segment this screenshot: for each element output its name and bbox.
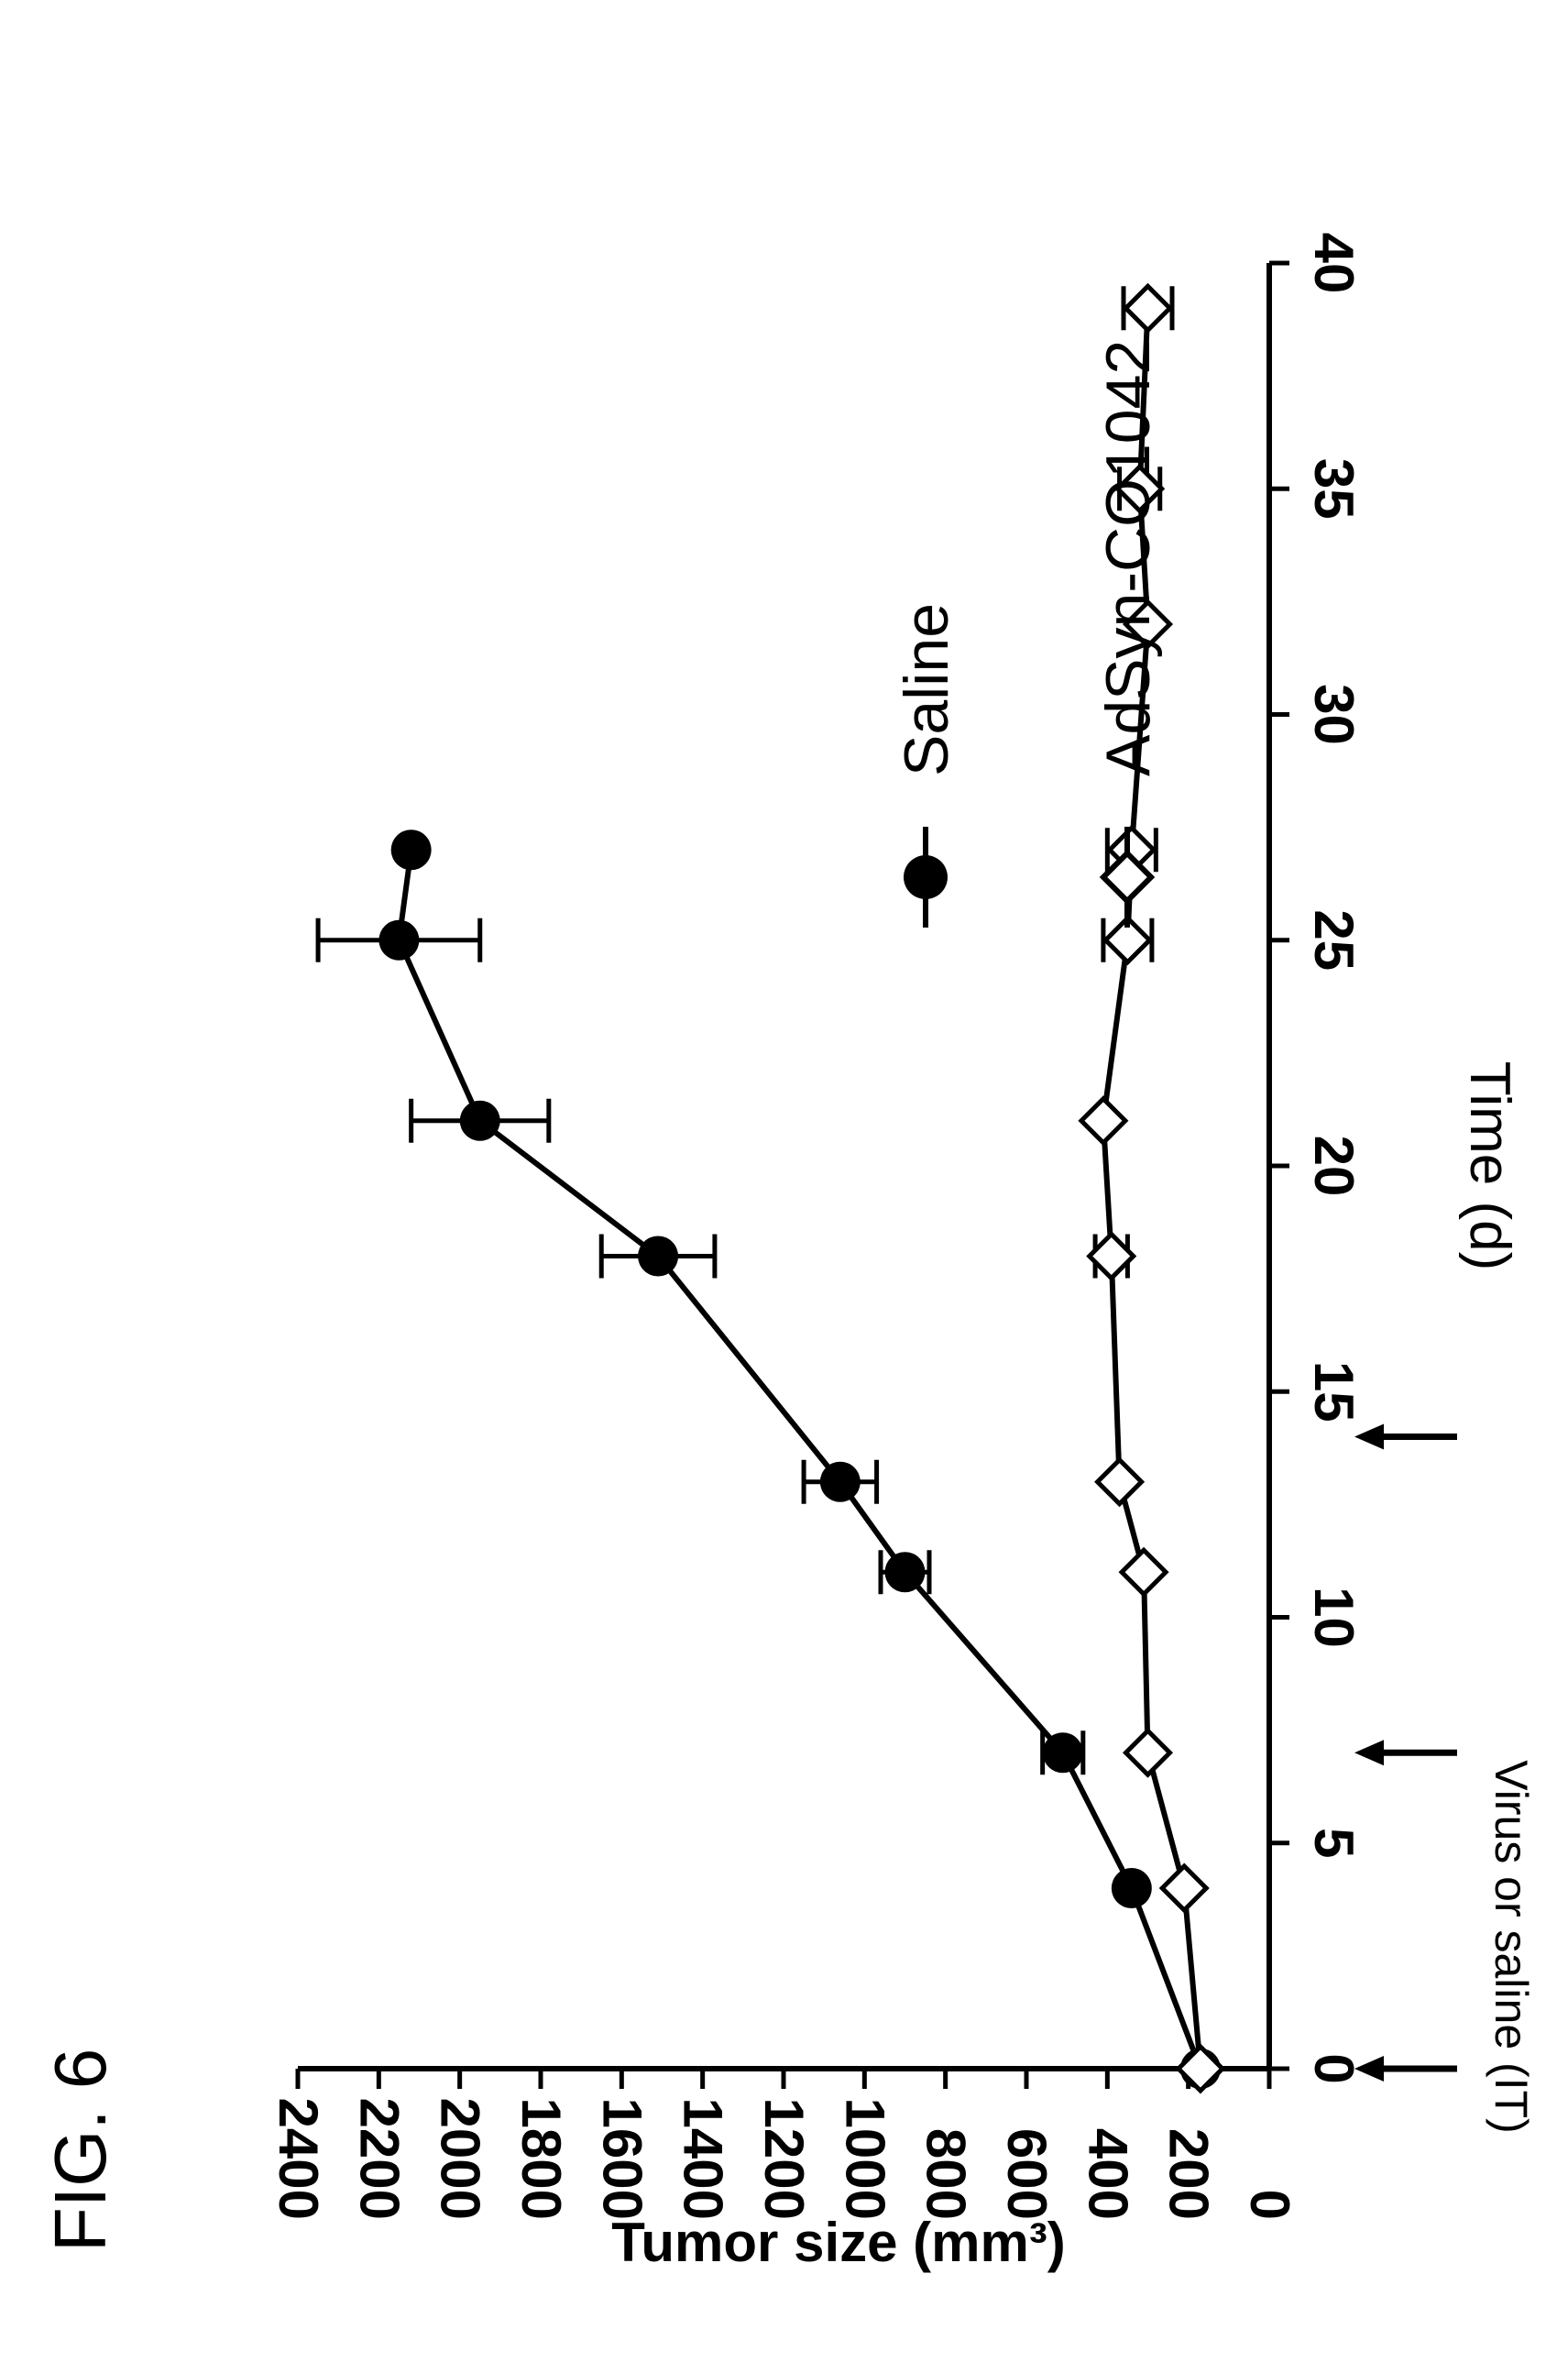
- dose-arrowhead: [1354, 1423, 1384, 1450]
- x-tick-label: 20: [1303, 1136, 1365, 1197]
- data-point: [1158, 1862, 1210, 1914]
- y-tick-label: 200: [1158, 2128, 1220, 2220]
- series-saline: [315, 829, 1221, 2089]
- y-tick-label: 2400: [268, 2098, 329, 2220]
- x-tick-label: 25: [1303, 909, 1365, 971]
- data-point: [1122, 1727, 1174, 1778]
- y-tick-label: 1000: [834, 2098, 895, 2220]
- legend: Saline AdSyn-CO1042: [892, 340, 1163, 928]
- data-point: [459, 1100, 500, 1141]
- data-point: [1042, 1732, 1083, 1774]
- data-point: [1122, 282, 1174, 334]
- y-tick-label: 2000: [430, 2098, 491, 2220]
- series-adsyn-co1042: [1078, 282, 1226, 2094]
- data-point: [1102, 915, 1153, 966]
- data-point: [1114, 463, 1166, 514]
- legend-label: AdSyn-CO1042: [1093, 340, 1163, 776]
- x-tick-label: 30: [1303, 684, 1365, 745]
- dosing-annotation: Virus or saline (IT): [1486, 1760, 1537, 2134]
- series-line: [396, 849, 1203, 2071]
- legend-label: Saline: [892, 603, 961, 776]
- y-tick-label: 2200: [348, 2098, 410, 2220]
- y-tick-label: 0: [1239, 2190, 1300, 2220]
- data-point: [1122, 599, 1174, 650]
- x-tick-label: 10: [1303, 1587, 1365, 1648]
- legend-item: AdSyn-CO1042: [1093, 340, 1163, 928]
- y-tick-label: 1400: [673, 2098, 734, 2220]
- y-axis-title: Tumor size (mm³): [611, 2212, 1066, 2273]
- x-tick-label: 40: [1303, 233, 1365, 294]
- data-point: [1111, 1868, 1152, 1908]
- data-point: [390, 829, 432, 871]
- y-tick-label: 400: [1077, 2128, 1138, 2220]
- data-point: [884, 1552, 926, 1593]
- dose-arrowhead: [1354, 1740, 1384, 1766]
- x-tick-label: 5: [1303, 1828, 1365, 1858]
- data-point: [1118, 1546, 1169, 1598]
- y-tick-label: 1200: [753, 2098, 815, 2220]
- x-tick-label: 35: [1303, 458, 1365, 520]
- dose-arrowhead: [1354, 2056, 1384, 2082]
- legend-marker: [1099, 849, 1156, 906]
- data-point: [638, 1236, 679, 1277]
- figure-label: FIG. 6: [39, 2049, 121, 2252]
- data-point: [819, 1461, 861, 1502]
- data-point: [1094, 1456, 1146, 1508]
- ticks-group: 0510152025303540020040060080010001200140…: [268, 233, 1365, 2220]
- y-tick-label: 600: [996, 2128, 1058, 2220]
- legend-item: Saline: [892, 603, 961, 928]
- x-axis-title: Time (d): [1458, 1061, 1521, 1270]
- data-point: [378, 919, 420, 961]
- y-tick-label: 800: [916, 2128, 977, 2220]
- x-tick-label: 0: [1303, 2053, 1365, 2083]
- x-tick-label: 15: [1303, 1361, 1365, 1423]
- data-point: [1078, 1095, 1129, 1147]
- series-group: [315, 282, 1226, 2094]
- dose-arrows: [1354, 1423, 1457, 2082]
- y-tick-label: 1600: [591, 2098, 652, 2220]
- legend-marker: [904, 855, 948, 899]
- data-point: [1086, 1230, 1137, 1282]
- data-point: [1175, 2043, 1226, 2094]
- y-tick-label: 1800: [510, 2098, 572, 2220]
